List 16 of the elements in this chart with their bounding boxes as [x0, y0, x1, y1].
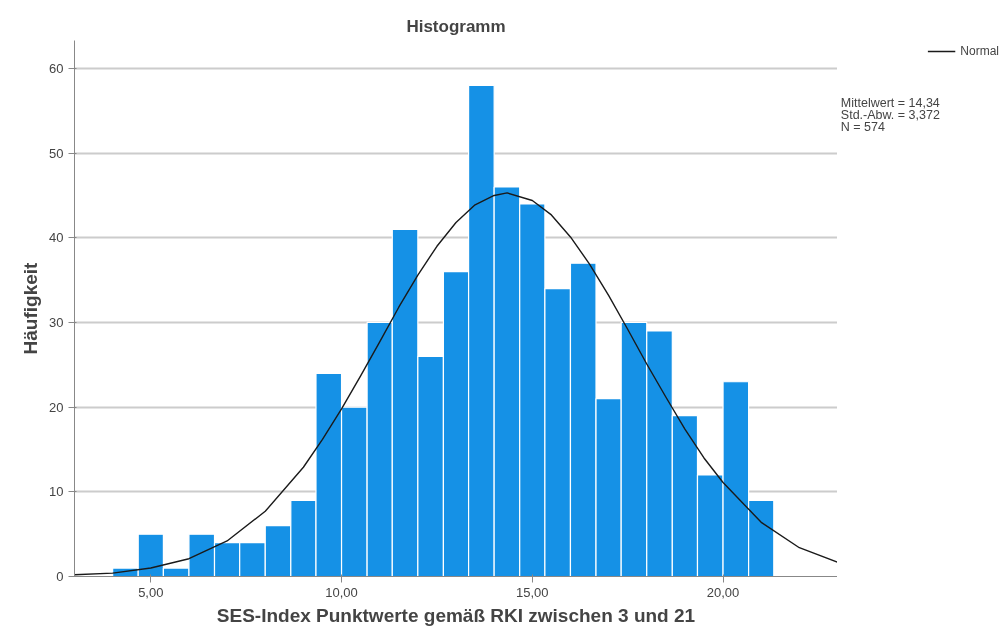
x-tick-label: 20,00	[706, 584, 740, 600]
x-axis-title: SES-Index Punktwerte gemäß RKI zwischen 3 und 21	[216, 604, 696, 626]
y-tick-label: 50	[49, 145, 64, 161]
y-tick-label: 20	[49, 399, 64, 415]
legend-label: Normal	[960, 44, 999, 58]
y-tick-label: 40	[49, 230, 64, 246]
y-tick-label: 10	[49, 484, 64, 500]
text: N = 574	[840, 119, 885, 134]
y-axis-title: Häufigkeit	[20, 261, 42, 355]
x-tick-label: 5,00	[138, 584, 164, 600]
x-tick-label: 15,00	[516, 584, 549, 600]
y-tick-label: 60	[49, 60, 64, 76]
x-tick-label: 10,00	[325, 584, 358, 600]
y-tick-label: 30	[49, 314, 64, 330]
chart-title: Histogramm	[406, 16, 506, 36]
y-tick-label: 0	[56, 569, 64, 584]
